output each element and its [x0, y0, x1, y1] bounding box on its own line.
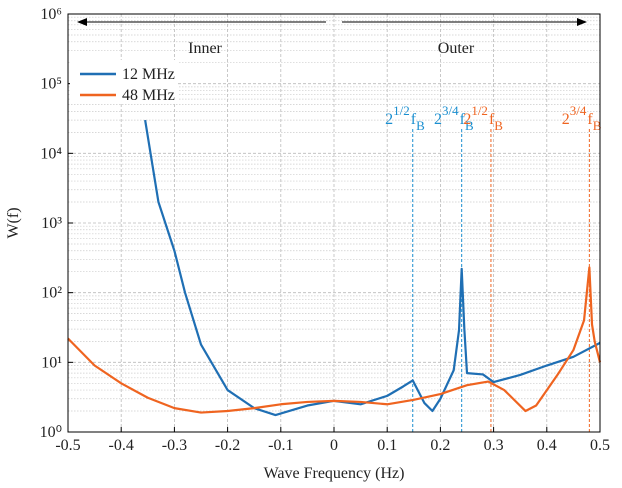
y-tick-label: 10³	[41, 215, 62, 232]
legend-label: 48 MHz	[122, 87, 175, 104]
region-label: Inner	[188, 40, 222, 57]
x-tick-label: 0.3	[484, 437, 504, 454]
annotation-label: 21/2	[463, 103, 488, 128]
annotation-symbol: f	[489, 111, 495, 128]
x-tick-label: -0.2	[215, 437, 240, 454]
annotation-base: 2	[463, 111, 471, 128]
legend-box	[70, 60, 178, 104]
annotation-label: fB	[411, 111, 425, 133]
axes-frame	[67, 13, 601, 433]
y-axis-label: W(f)	[5, 207, 22, 238]
y-tick-label: 10²	[41, 285, 62, 302]
annotation-sub: B	[465, 118, 474, 133]
x-tick-label: 0.5	[590, 437, 610, 454]
series-line	[144, 119, 601, 417]
annotation-sub: B	[416, 118, 425, 133]
annotation-base: 2	[562, 111, 570, 128]
x-tick-label: 0.2	[430, 437, 450, 454]
annotation-label: 23/4	[434, 103, 459, 128]
annotation-symbol: f	[587, 111, 593, 128]
annotation-symbol: f	[460, 111, 466, 128]
annotation-label: fB	[489, 111, 503, 133]
annotation-base: 2	[385, 111, 393, 128]
annotation-symbol: f	[411, 111, 417, 128]
annotation-exp: 1/2	[393, 103, 410, 118]
series-line	[67, 266, 602, 414]
x-axis-label: Wave Frequency (Hz)	[264, 465, 405, 482]
x-tick-label: -0.1	[268, 437, 293, 454]
annotation-label: fB	[587, 111, 601, 133]
y-tick-label: 10¹	[41, 354, 62, 371]
annotation-label: 21/2	[385, 103, 410, 128]
region-label: Outer	[438, 40, 475, 57]
x-tick-label: 0	[330, 437, 338, 454]
x-tick-label: -0.3	[162, 437, 187, 454]
annotation-sub: B	[494, 118, 503, 133]
x-tick-label: 0.4	[537, 437, 557, 454]
x-tick-label: -0.5	[55, 437, 80, 454]
x-tick-label: -0.4	[109, 437, 134, 454]
x-tick-label: 0.1	[377, 437, 397, 454]
y-tick-label: 10⁰	[40, 424, 62, 441]
annotation-base: 2	[434, 111, 442, 128]
annotation-exp: 3/4	[442, 103, 459, 118]
legend-label: 12 MHz	[122, 66, 175, 83]
annotation-label: fB	[460, 111, 474, 133]
annotation-exp: 1/2	[471, 103, 488, 118]
annotation-label: 23/4	[562, 103, 587, 128]
y-tick-label: 10⁵	[40, 76, 62, 93]
annotation-exp: 3/4	[570, 103, 587, 118]
y-tick-label: 10⁴	[40, 145, 62, 162]
annotation-sub: B	[593, 118, 602, 133]
y-tick-label: 10⁶	[40, 6, 62, 23]
